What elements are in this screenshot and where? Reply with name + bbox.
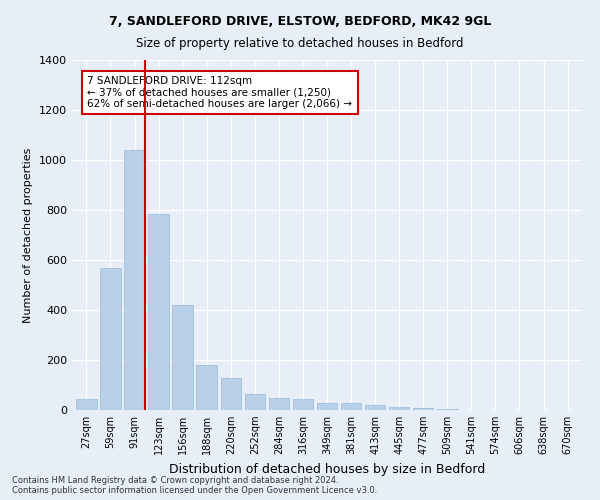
Bar [365, 405, 385, 410]
Bar [124, 150, 145, 410]
Bar [389, 407, 409, 410]
Bar [293, 399, 313, 410]
Text: Size of property relative to detached houses in Bedford: Size of property relative to detached ho… [136, 38, 464, 51]
Bar [196, 365, 217, 410]
Text: 7 SANDLEFORD DRIVE: 112sqm
← 37% of detached houses are smaller (1,250)
62% of s: 7 SANDLEFORD DRIVE: 112sqm ← 37% of deta… [88, 76, 352, 109]
Bar [100, 268, 121, 410]
Text: Contains HM Land Registry data © Crown copyright and database right 2024.
Contai: Contains HM Land Registry data © Crown c… [12, 476, 377, 495]
X-axis label: Distribution of detached houses by size in Bedford: Distribution of detached houses by size … [169, 462, 485, 475]
Bar [76, 399, 97, 410]
Bar [221, 378, 241, 410]
Text: 7, SANDLEFORD DRIVE, ELSTOW, BEDFORD, MK42 9GL: 7, SANDLEFORD DRIVE, ELSTOW, BEDFORD, MK… [109, 15, 491, 28]
Bar [148, 214, 169, 410]
Bar [172, 305, 193, 410]
Bar [437, 409, 458, 410]
Bar [413, 408, 433, 410]
Bar [269, 398, 289, 410]
Bar [245, 394, 265, 410]
Bar [341, 403, 361, 410]
Y-axis label: Number of detached properties: Number of detached properties [23, 148, 34, 322]
Bar [317, 402, 337, 410]
